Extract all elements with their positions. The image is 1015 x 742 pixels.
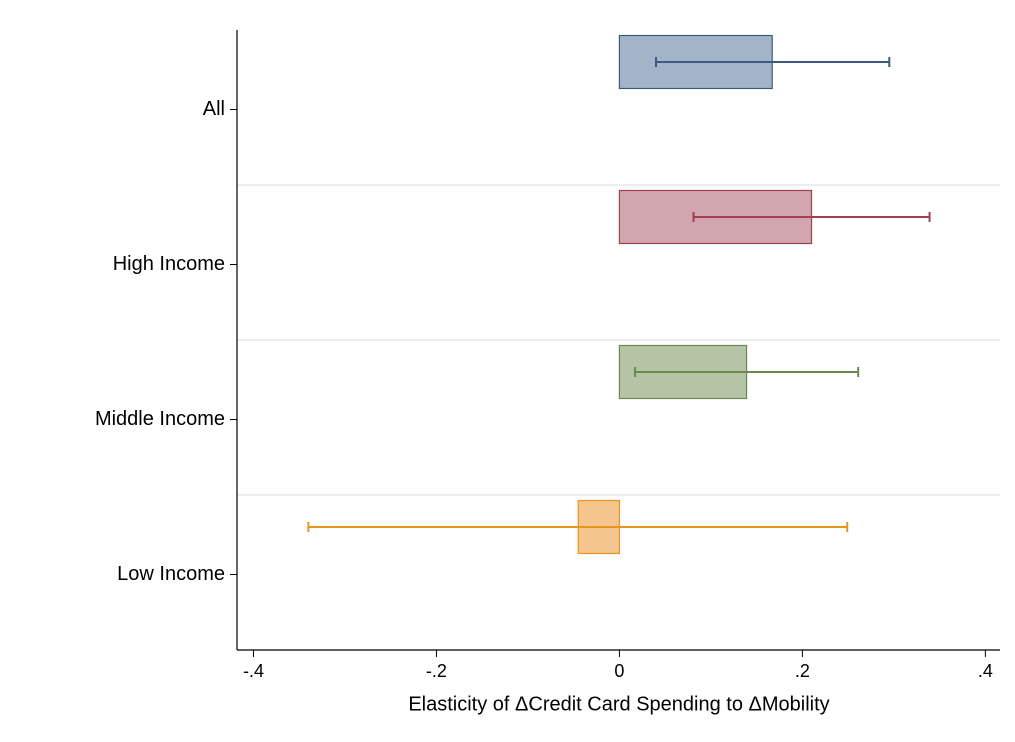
y-tick-label: All (203, 98, 225, 120)
x-axis-title: Elasticity of ΔCredit Card Spending to Δ… (408, 693, 829, 715)
y-tick-label: Middle Income (95, 408, 225, 430)
y-tick-label: High Income (113, 253, 225, 275)
x-tick-label: .2 (795, 661, 810, 681)
x-tick-label: 0 (614, 661, 624, 681)
x-tick-label: -.2 (426, 661, 447, 681)
x-tick-label: .4 (978, 661, 993, 681)
x-tick-label: -.4 (243, 661, 264, 681)
y-tick-label: Low Income (117, 563, 225, 585)
